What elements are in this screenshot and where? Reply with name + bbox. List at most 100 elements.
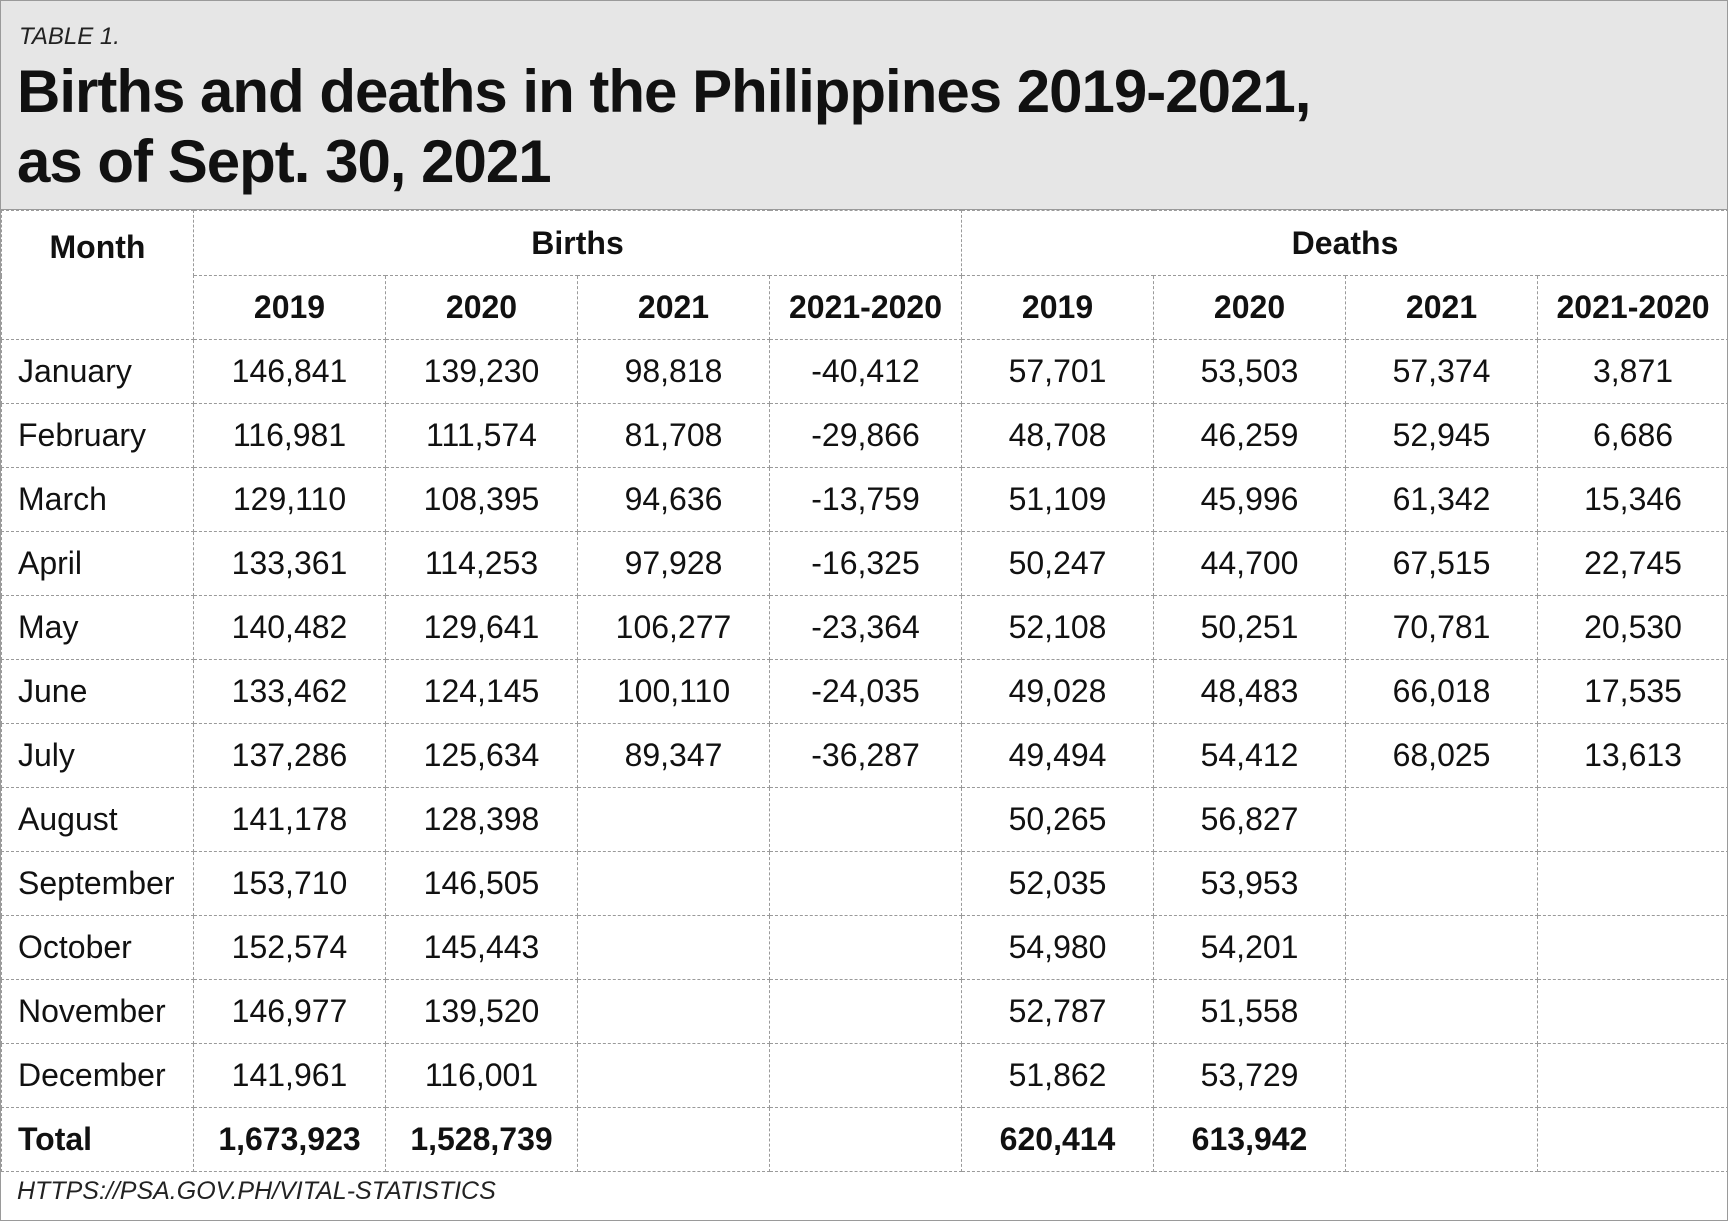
month-cell: September bbox=[1, 851, 194, 916]
deaths-cell: 57,701 bbox=[961, 339, 1155, 404]
deaths-cell: 20,530 bbox=[1537, 595, 1728, 660]
deaths-group-header: Deaths bbox=[961, 210, 1728, 276]
deaths-cell: 49,028 bbox=[961, 659, 1155, 724]
deaths-diff-header: 2021-2020 bbox=[1537, 275, 1728, 340]
deaths-cell: 70,781 bbox=[1345, 595, 1539, 660]
table-row: October 152,574 145,443 54,980 54,201 bbox=[1, 915, 1728, 980]
deaths-cell: 50,265 bbox=[961, 787, 1155, 852]
births-cell: 97,928 bbox=[577, 531, 770, 596]
births-cell bbox=[768, 979, 963, 1044]
births-cell: 1,673,923 bbox=[193, 1107, 386, 1172]
total-row: Total 1,673,923 1,528,739 620,414 613,942 bbox=[1, 1107, 1728, 1172]
deaths-cell: 53,729 bbox=[1153, 1043, 1347, 1108]
deaths-cell bbox=[1345, 851, 1539, 916]
deaths-cell: 57,374 bbox=[1345, 339, 1539, 404]
births-cell: 98,818 bbox=[577, 339, 770, 404]
births-cell bbox=[768, 915, 963, 980]
deaths-cell: 52,108 bbox=[961, 595, 1155, 660]
deaths-cell: 53,503 bbox=[1153, 339, 1347, 404]
births-cell: -36,287 bbox=[768, 723, 963, 788]
births-cell bbox=[768, 851, 963, 916]
births-diff-header: 2021-2020 bbox=[768, 275, 963, 340]
births-cell: 1,528,739 bbox=[385, 1107, 578, 1172]
deaths-2020-header: 2020 bbox=[1153, 275, 1347, 340]
deaths-cell: 46,259 bbox=[1153, 403, 1347, 468]
group-header-row: Month Births Deaths bbox=[1, 210, 1728, 340]
births-cell: 111,574 bbox=[385, 403, 578, 468]
deaths-cell: 67,515 bbox=[1345, 531, 1539, 596]
births-cell: 94,636 bbox=[577, 467, 770, 532]
births-cell bbox=[577, 979, 770, 1044]
births-cell: 146,841 bbox=[193, 339, 386, 404]
deaths-cell bbox=[1537, 851, 1728, 916]
table-row: February 116,981 111,574 81,708 -29,866 48,70… bbox=[1, 403, 1728, 468]
births-2020-header: 2020 bbox=[385, 275, 578, 340]
deaths-cell: 613,942 bbox=[1153, 1107, 1347, 1172]
deaths-cell: 13,613 bbox=[1537, 723, 1728, 788]
births-cell: 129,110 bbox=[193, 467, 386, 532]
births-cell: -40,412 bbox=[768, 339, 963, 404]
births-cell: -16,325 bbox=[768, 531, 963, 596]
births-cell: 153,710 bbox=[193, 851, 386, 916]
births-cell: 124,145 bbox=[385, 659, 578, 724]
births-cell: 100,110 bbox=[577, 659, 770, 724]
month-cell: July bbox=[1, 723, 194, 788]
table-row: June 133,462 124,145 100,110 -24,035 49,028 48… bbox=[1, 659, 1728, 724]
source-note: HTTPS://PSA.GOV.PH/VITAL-STATISTICS bbox=[17, 1177, 496, 1205]
births-cell bbox=[577, 787, 770, 852]
births-2021-header: 2021 bbox=[577, 275, 770, 340]
births-group-header: Births bbox=[192, 210, 963, 276]
births-cell: 137,286 bbox=[193, 723, 386, 788]
deaths-cell: 51,862 bbox=[961, 1043, 1155, 1108]
deaths-2019-header: 2019 bbox=[961, 275, 1155, 340]
deaths-cell: 48,708 bbox=[961, 403, 1155, 468]
month-cell: August bbox=[1, 787, 194, 852]
table-row: July 137,286 125,634 89,347 -36,287 49,494 54,… bbox=[1, 723, 1728, 788]
deaths-cell: 45,996 bbox=[1153, 467, 1347, 532]
births-2019-header: 2019 bbox=[193, 275, 386, 340]
deaths-cell: 50,247 bbox=[961, 531, 1155, 596]
figure-header: TABLE 1. Births and deaths in the Philip… bbox=[1, 1, 1727, 210]
births-cell: 116,001 bbox=[385, 1043, 578, 1108]
births-cell: 152,574 bbox=[193, 915, 386, 980]
births-cell: 125,634 bbox=[385, 723, 578, 788]
births-cell: 146,505 bbox=[385, 851, 578, 916]
births-cell: 141,178 bbox=[193, 787, 386, 852]
births-cell: 146,977 bbox=[193, 979, 386, 1044]
births-cell bbox=[577, 1107, 770, 1172]
births-cell: 145,443 bbox=[385, 915, 578, 980]
table-row: August 141,178 128,398 50,265 56,827 bbox=[1, 787, 1728, 852]
data-table: Month Births Deaths 2019 2020 2021 2021-… bbox=[1, 210, 1728, 1172]
births-cell: 141,961 bbox=[193, 1043, 386, 1108]
births-cell: -29,866 bbox=[768, 403, 963, 468]
births-cell: 89,347 bbox=[577, 723, 770, 788]
births-cell: 139,230 bbox=[385, 339, 578, 404]
deaths-cell: 56,827 bbox=[1153, 787, 1347, 852]
month-column-header: Month bbox=[1, 210, 194, 340]
births-cell: 129,641 bbox=[385, 595, 578, 660]
month-cell: June bbox=[1, 659, 194, 724]
table-row: April 133,361 114,253 97,928 -16,325 50,247 44… bbox=[1, 531, 1728, 596]
births-cell: 116,981 bbox=[193, 403, 386, 468]
births-cell: 108,395 bbox=[385, 467, 578, 532]
deaths-cell bbox=[1537, 1107, 1728, 1172]
month-cell: April bbox=[1, 531, 194, 596]
table-body: January 146,841 139,230 98,818 -40,412 57,701… bbox=[1, 339, 1728, 1172]
births-cell: 139,520 bbox=[385, 979, 578, 1044]
births-cell bbox=[577, 851, 770, 916]
table-row: November 146,977 139,520 52,787 51,558 bbox=[1, 979, 1728, 1044]
deaths-cell bbox=[1345, 1043, 1539, 1108]
deaths-cell: 51,109 bbox=[961, 467, 1155, 532]
births-cell bbox=[577, 1043, 770, 1108]
month-cell: May bbox=[1, 595, 194, 660]
births-cell: 106,277 bbox=[577, 595, 770, 660]
deaths-cell: 54,412 bbox=[1153, 723, 1347, 788]
births-cell bbox=[577, 915, 770, 980]
births-cell: 140,482 bbox=[193, 595, 386, 660]
deaths-cell: 50,251 bbox=[1153, 595, 1347, 660]
table-row: December 141,961 116,001 51,862 53,729 bbox=[1, 1043, 1728, 1108]
deaths-cell: 51,558 bbox=[1153, 979, 1347, 1044]
month-cell: December bbox=[1, 1043, 194, 1108]
deaths-cell bbox=[1345, 1107, 1539, 1172]
